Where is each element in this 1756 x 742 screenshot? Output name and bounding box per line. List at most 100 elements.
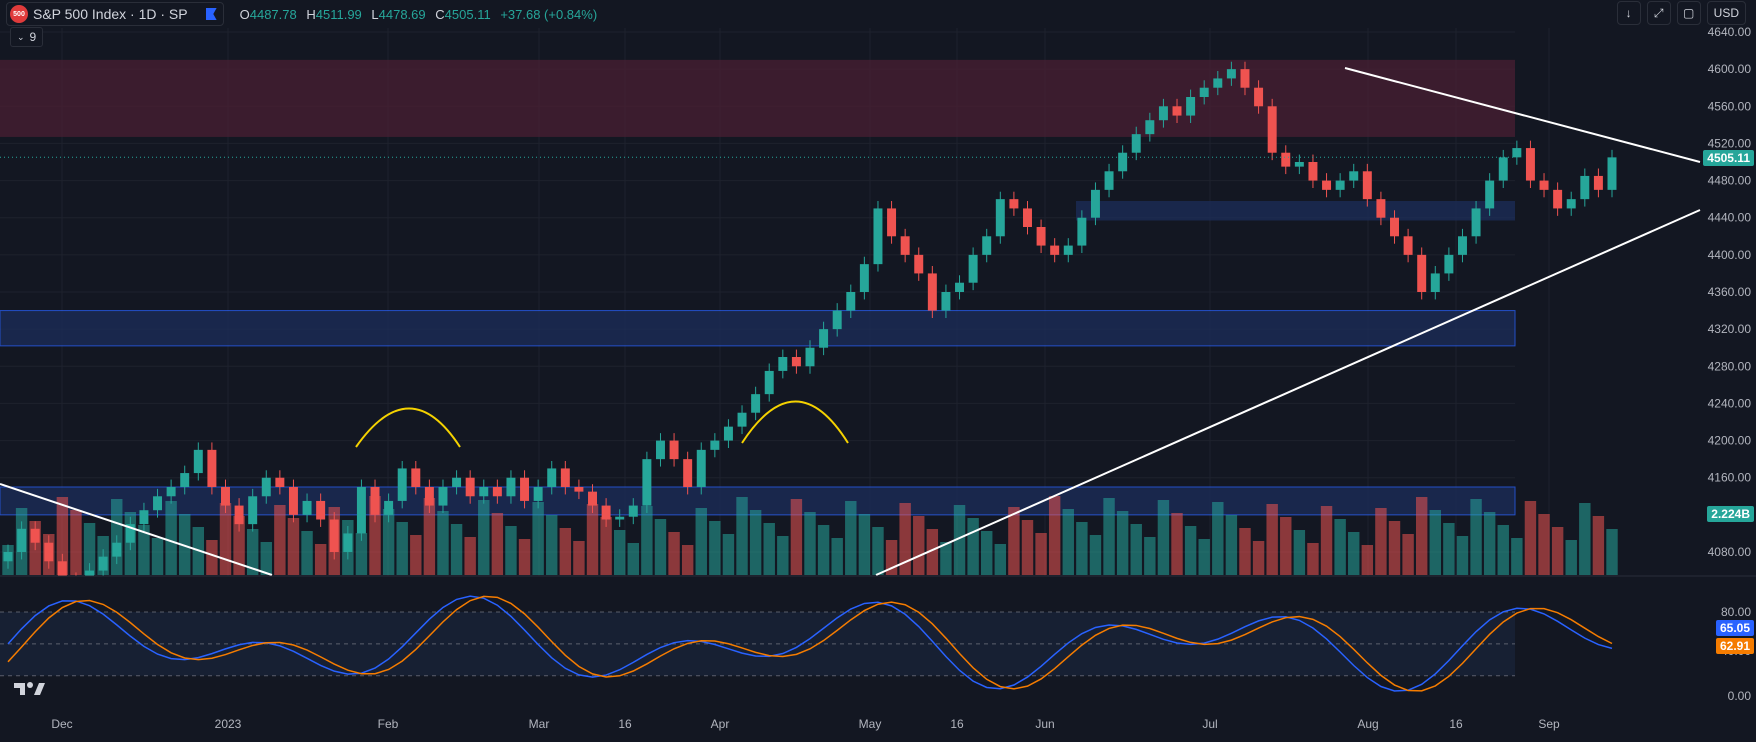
candle-body bbox=[370, 487, 380, 515]
price-tick: 4160.00 bbox=[1708, 471, 1752, 485]
volume-bar bbox=[913, 516, 925, 575]
volume-bar bbox=[1293, 530, 1306, 575]
candle-body bbox=[3, 552, 13, 562]
expand-icon[interactable]: ⤢ bbox=[1646, 1, 1671, 25]
candle-body bbox=[329, 519, 339, 552]
price-tick: 4640.00 bbox=[1708, 25, 1752, 39]
volume-bar bbox=[1116, 511, 1129, 575]
time-tick: Dec bbox=[51, 717, 72, 731]
volume-bar bbox=[790, 499, 803, 575]
candle-body bbox=[506, 477, 516, 497]
volume-bar bbox=[369, 496, 381, 575]
volume-bar bbox=[858, 514, 871, 575]
volume-bar bbox=[1130, 524, 1142, 575]
candle-body bbox=[805, 347, 815, 367]
candle-body bbox=[248, 496, 258, 525]
time-tick: Jun bbox=[1035, 717, 1054, 731]
price-tick: 4360.00 bbox=[1708, 285, 1752, 299]
volume-bar bbox=[382, 509, 395, 575]
candle-body bbox=[995, 199, 1005, 237]
indicators-toggle-button[interactable]: ⌄ 9 bbox=[10, 27, 44, 47]
price-tick: 4480.00 bbox=[1708, 174, 1752, 188]
volume-bar bbox=[246, 529, 259, 575]
open-value: 4487.78 bbox=[249, 6, 297, 22]
candle-body bbox=[1036, 227, 1046, 246]
time-tick: 2023 bbox=[215, 717, 242, 731]
price-tick: 4520.00 bbox=[1708, 136, 1752, 150]
arrow-down-icon[interactable]: ↓ bbox=[1616, 1, 1641, 25]
low-label: L bbox=[371, 6, 379, 22]
volume-bar bbox=[654, 519, 667, 575]
volume-bar bbox=[981, 531, 993, 575]
volume-bar bbox=[1035, 533, 1047, 575]
close-value: 4505.11 bbox=[444, 6, 491, 22]
candle-body bbox=[1512, 148, 1522, 158]
volume-bar bbox=[967, 518, 979, 575]
volume-bar bbox=[274, 505, 286, 575]
volume-bar bbox=[1266, 504, 1278, 575]
candle-body bbox=[887, 208, 897, 237]
candle-body bbox=[1281, 152, 1291, 167]
candle-body bbox=[1525, 148, 1535, 181]
resistance-trendline bbox=[1344, 67, 1701, 163]
volume-bar bbox=[831, 538, 843, 575]
candle-body bbox=[832, 310, 842, 330]
candle-body bbox=[533, 487, 543, 501]
volume-bar bbox=[872, 527, 884, 575]
price-tick: 4440.00 bbox=[1708, 211, 1752, 225]
candle-body bbox=[683, 459, 693, 487]
candle-body bbox=[723, 426, 733, 441]
candle-body bbox=[438, 487, 448, 506]
symbol-selector[interactable]: 500 S&P 500 Index · 1D · SP bbox=[6, 2, 224, 26]
symbol-title[interactable]: S&P 500 Index · 1D · SP bbox=[33, 6, 188, 22]
volume-bar bbox=[1415, 497, 1428, 575]
volume-bar bbox=[260, 542, 272, 575]
volume-bar bbox=[450, 524, 463, 575]
chevron-down-icon: ⌄ bbox=[17, 31, 25, 42]
volume-bar bbox=[1511, 538, 1523, 575]
candle-body bbox=[1485, 180, 1495, 209]
volume-label: 2.224B bbox=[1707, 506, 1754, 522]
candle-body bbox=[751, 394, 761, 413]
volume-bar bbox=[83, 523, 96, 575]
volume-bar bbox=[804, 512, 816, 575]
volume-bar bbox=[817, 525, 830, 575]
volume-bar bbox=[505, 526, 517, 575]
candle-body bbox=[1335, 180, 1345, 190]
candle-body bbox=[669, 440, 679, 460]
candle-body bbox=[873, 208, 883, 265]
volume-bar bbox=[1606, 529, 1618, 575]
volume-bar bbox=[151, 538, 164, 575]
high-label: H bbox=[306, 6, 316, 22]
volume-bar bbox=[1443, 523, 1455, 575]
stoch-d-line bbox=[7, 595, 1613, 692]
candle-body bbox=[1580, 175, 1590, 200]
volume-bar bbox=[1348, 532, 1360, 575]
volume-bar bbox=[1334, 519, 1346, 575]
volume-bar bbox=[1592, 516, 1605, 575]
volume-bar bbox=[709, 521, 721, 575]
candle-body bbox=[343, 533, 353, 552]
volume-bar bbox=[464, 537, 476, 575]
fullscreen-icon[interactable]: ▢ bbox=[1676, 1, 1701, 25]
candle-body bbox=[1077, 217, 1087, 246]
tradingview-logo-icon bbox=[14, 682, 45, 695]
candle-body bbox=[1118, 152, 1128, 172]
flag-icon[interactable] bbox=[205, 8, 217, 20]
candle-body bbox=[968, 254, 978, 283]
candle-body bbox=[465, 477, 475, 497]
candle-body bbox=[44, 542, 54, 562]
volume-bar bbox=[994, 544, 1007, 575]
candle-body bbox=[1145, 120, 1155, 135]
volume-bar bbox=[179, 514, 191, 575]
volume-bar bbox=[1320, 506, 1333, 575]
volume-bar bbox=[777, 536, 789, 575]
open-label: O bbox=[239, 6, 250, 22]
candle-body bbox=[628, 505, 638, 517]
time-tick: Jul bbox=[1202, 717, 1217, 731]
currency-button[interactable]: USD bbox=[1706, 1, 1746, 25]
osc-tick: 0.00 bbox=[1728, 689, 1752, 703]
candle-body bbox=[424, 487, 434, 506]
candle-body bbox=[642, 459, 652, 506]
